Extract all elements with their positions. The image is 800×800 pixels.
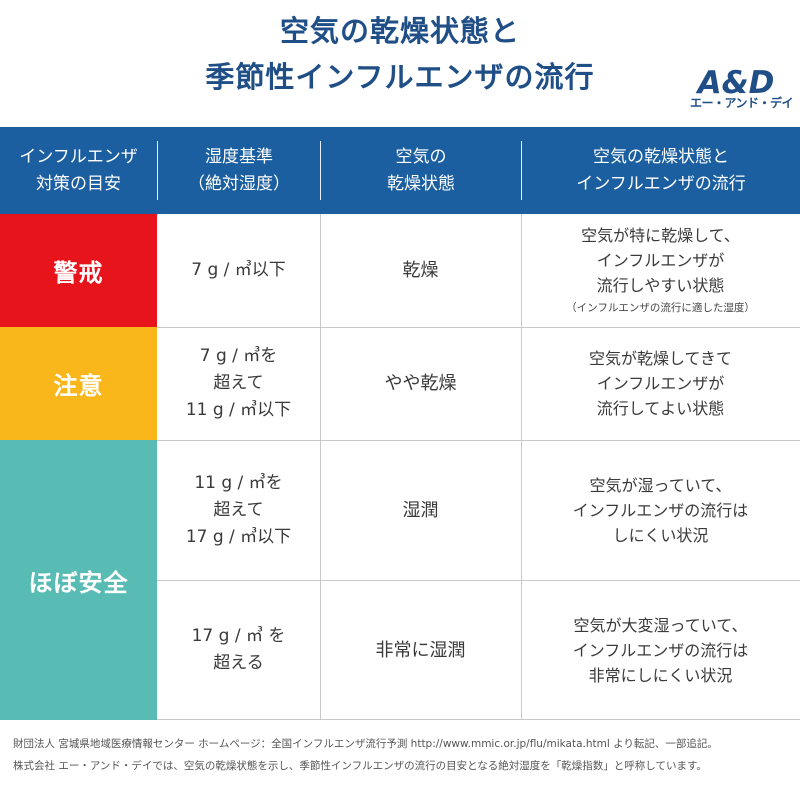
header-divider [157,141,158,200]
row-4-humidity: 17 g / ㎥ を 超える [191,626,286,673]
row-divider [157,327,800,328]
row-1-flu-text: 空気が特に乾燥して、 インフルエンザが 流行しやすい状態 [581,226,740,295]
row-2-flu-trend: 空気が乾燥してきて インフルエンザが 流行してよい状態 [588,349,733,418]
source-footer: 財団法人 宮城県地域医療情報センター ホームページ：全国インフルエンザ流行予測 … [13,733,793,777]
level-warning: 注意 [0,327,157,440]
header-dryness-state: 空気の 乾燥状態 [387,146,455,194]
row-divider [157,440,800,441]
logo-subtext: エー・アンド・デイ [690,96,794,110]
brand-logo: A&D エー・アンド・デイ [690,66,794,110]
row-divider [157,719,800,720]
row-divider [157,580,800,581]
row-4-state: 非常に湿潤 [375,639,466,661]
row-2-state: やや乾燥 [384,373,457,394]
header-divider [320,141,321,200]
level-mostly-safe: ほぼ安全 [0,440,157,720]
title-line-1: 空気の乾燥状態と [279,14,520,48]
row-3-state: 湿潤 [402,499,439,521]
logo-mark: A&D [695,66,775,96]
column-divider [320,214,321,720]
row-4-flu-trend: 空気が大変湿っていて、 インフルエンザの流行は 非常にしにくい状況 [572,615,749,685]
row-3-humidity: 11 g / ㎥を 超えて 17 g / ㎥以下 [185,472,292,547]
title-line-2: 季節性インフルエンザの流行 [205,60,595,94]
header-flu-trend: 空気の乾燥状態と インフルエンザの流行 [576,146,746,194]
row-1-note: （インフルエンザの流行に適した湿度） [566,302,755,314]
table-header: インフルエンザ 対策の目安 湿度基準 （絶対湿度） 空気の 乾燥状態 空気の乾燥… [0,127,800,214]
header-divider [521,141,522,200]
row-1-flu-trend: 空気が特に乾燥して、 インフルエンザが 流行しやすい状態 （インフルエンザの流行… [521,214,800,327]
header-guideline: インフルエンザ 対策の目安 [19,146,138,194]
footer-note-line: 株式会社 エー・アンド・デイでは、空気の乾燥状態を示し、季節性インフルエンザの流… [13,760,707,772]
row-1-humidity: 7 g / ㎥以下 [191,260,286,280]
column-divider [521,214,522,720]
level-caution-alert: 警戒 [0,214,157,327]
header-humidity-standard: 湿度基準 （絶対湿度） [188,146,290,194]
svg-text:A&D: A&D [695,66,775,96]
row-3-flu-trend: 空気が湿っていて、 インフルエンザの流行は しにくい状況 [572,475,749,545]
page-title: 空気の乾燥状態と 季節性インフルエンザの流行 [120,8,680,100]
row-1-state: 乾燥 [402,260,439,281]
footer-source-line: 財団法人 宮城県地域医療情報センター ホームページ：全国インフルエンザ流行予測 … [13,738,718,750]
row-2-humidity: 7 g / ㎥を 超えて 11 g / ㎥以下 [185,346,292,420]
